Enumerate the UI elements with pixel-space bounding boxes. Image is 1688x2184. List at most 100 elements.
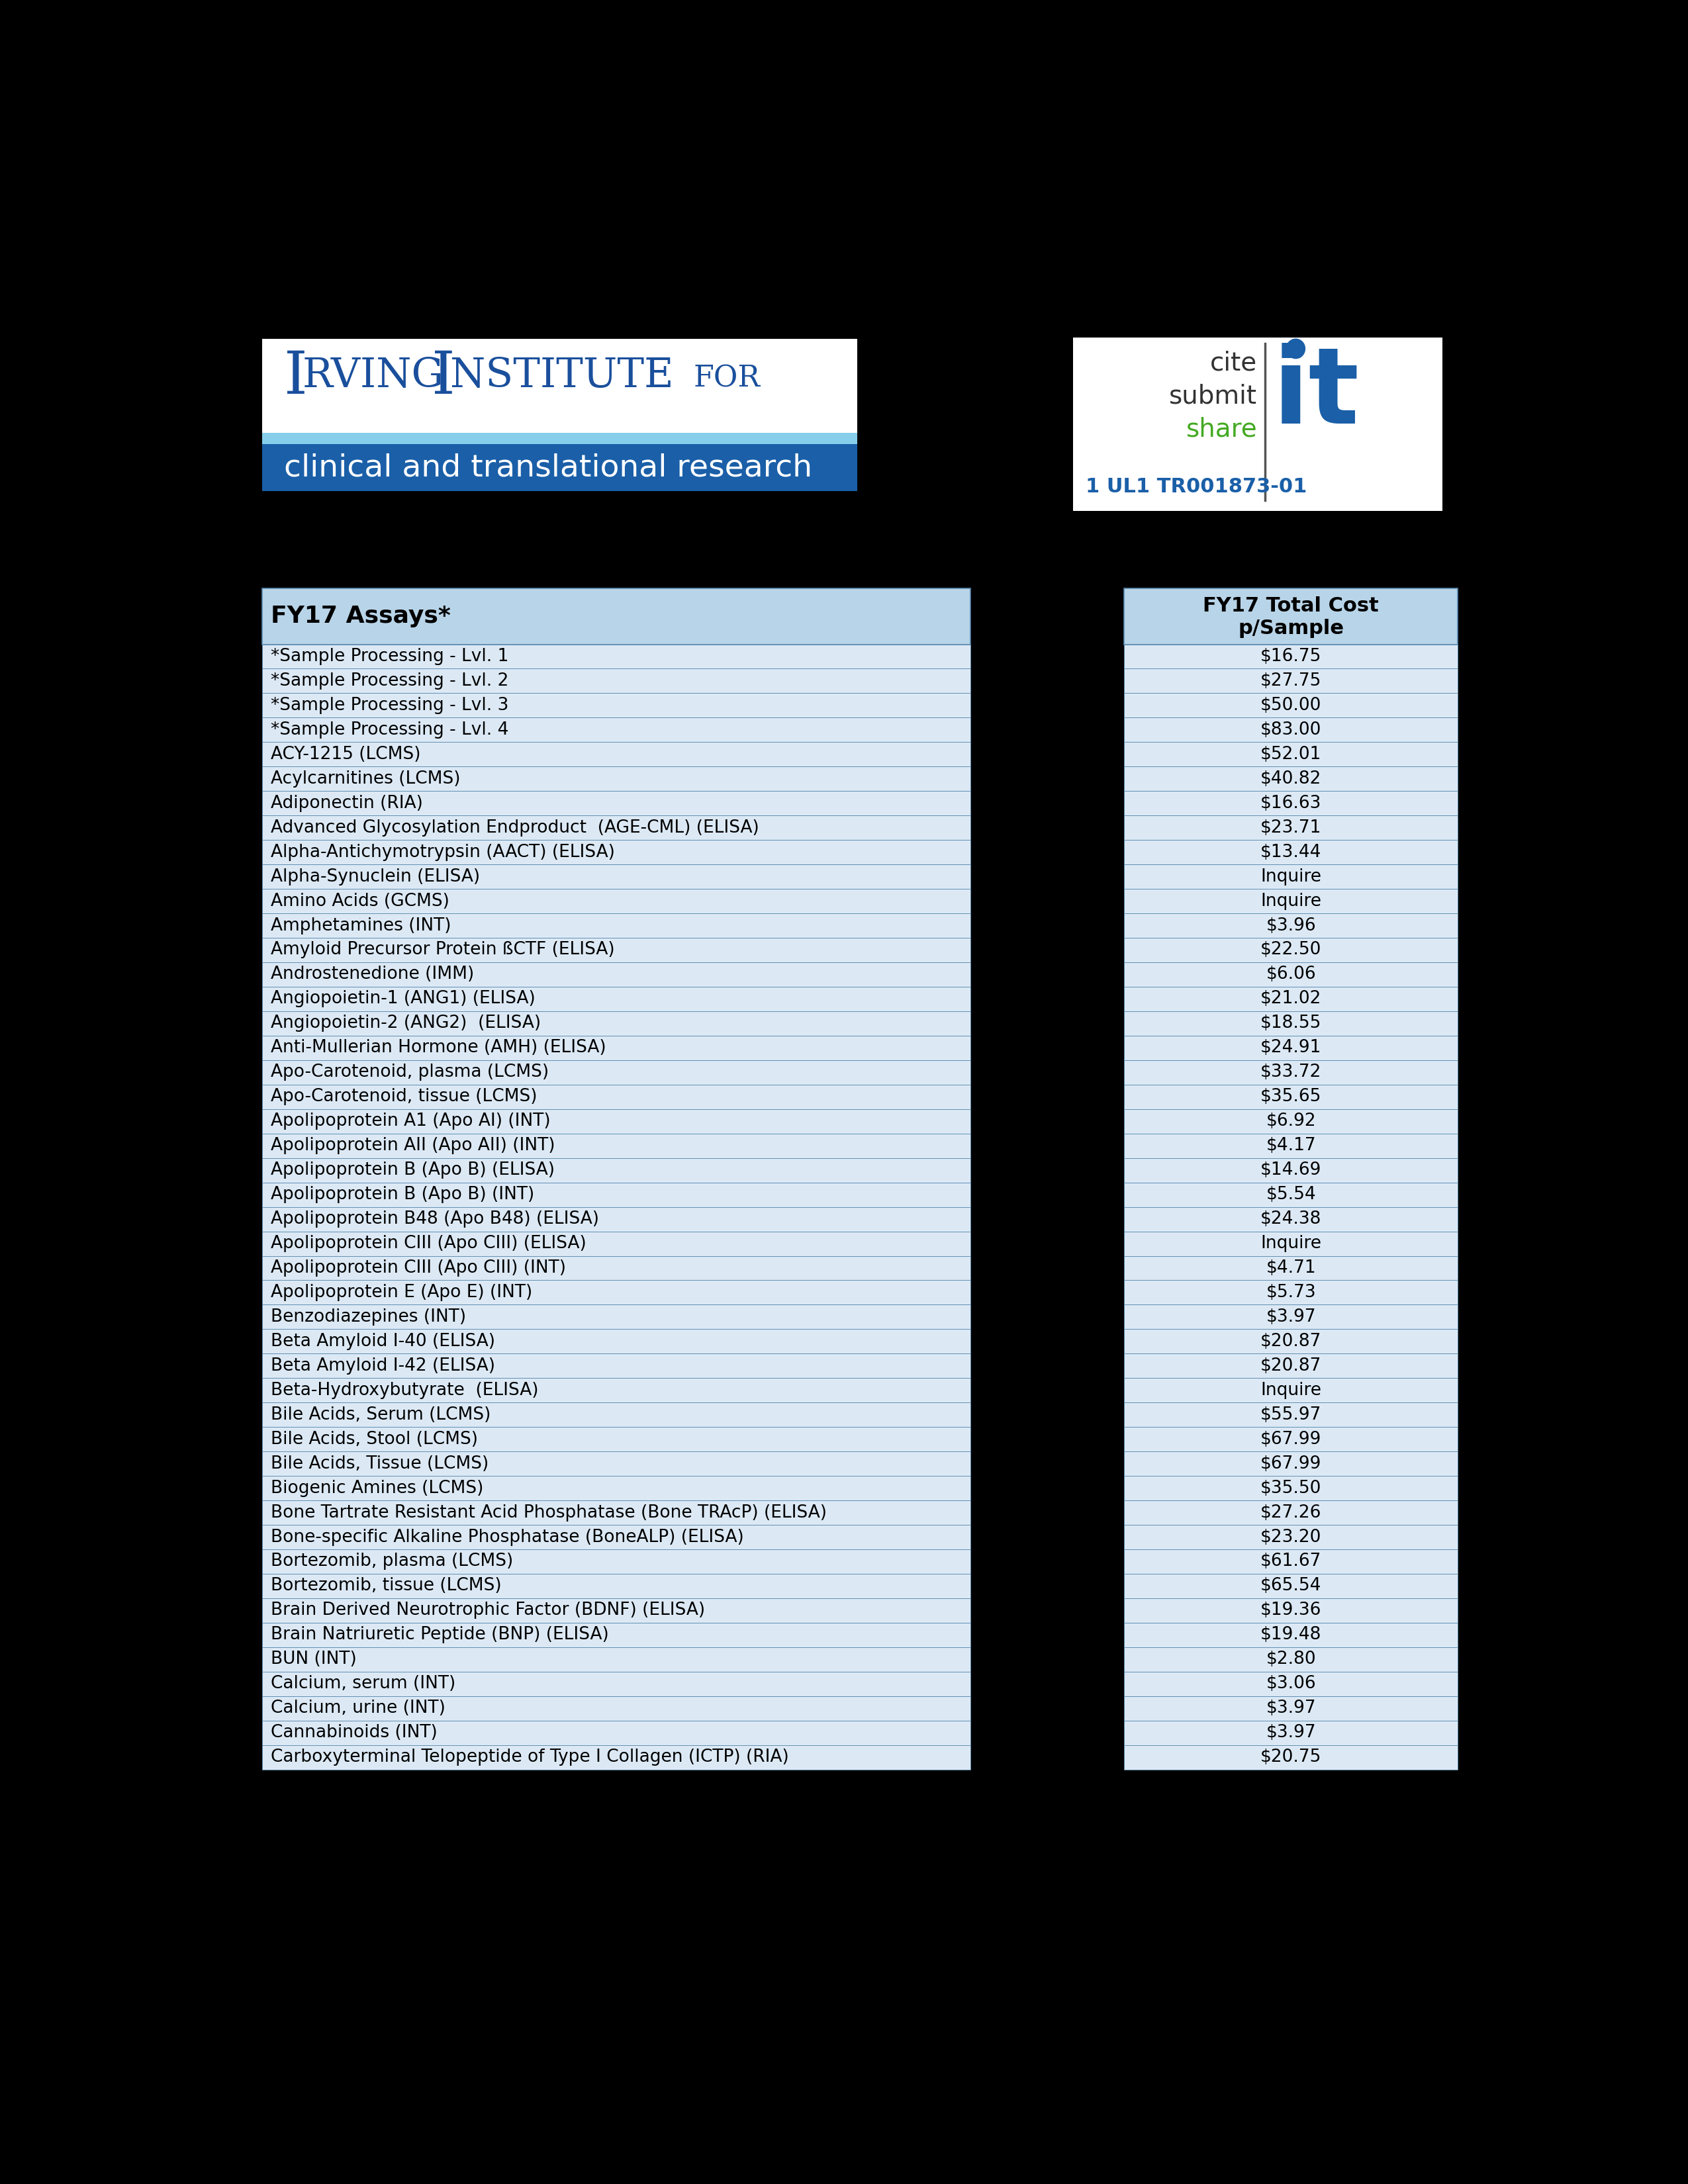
Text: $65.54: $65.54 [1261, 1577, 1322, 1594]
Bar [1124, 1208, 1458, 1232]
Text: NSTITUTE: NSTITUTE [451, 356, 674, 395]
Bar [1124, 963, 1458, 987]
Text: Amphetamines (INT): Amphetamines (INT) [270, 917, 451, 935]
Bar [262, 1697, 971, 1721]
Text: $14.69: $14.69 [1261, 1162, 1322, 1179]
Text: Adiponectin (RIA): Adiponectin (RIA) [270, 795, 422, 812]
Text: $6.92: $6.92 [1266, 1112, 1317, 1129]
Bar [262, 1745, 971, 1769]
Bar [1124, 1402, 1458, 1426]
Text: Apolipoprotein CIII (Apo CIII) (ELISA): Apolipoprotein CIII (Apo CIII) (ELISA) [270, 1234, 586, 1251]
Text: Inquire: Inquire [1261, 1382, 1322, 1400]
Bar [262, 1500, 971, 1524]
Text: Apolipoprotein E (Apo E) (INT): Apolipoprotein E (Apo E) (INT) [270, 1284, 532, 1302]
Bar [262, 937, 971, 963]
Bar [1124, 937, 1458, 963]
Bar [1124, 791, 1458, 815]
Text: Apolipoprotein B (Apo B) (ELISA): Apolipoprotein B (Apo B) (ELISA) [270, 1162, 554, 1179]
Text: Bile Acids, Stool (LCMS): Bile Acids, Stool (LCMS) [270, 1431, 478, 1448]
Text: $50.00: $50.00 [1261, 697, 1322, 714]
Bar [262, 1182, 971, 1208]
Bar [262, 1647, 971, 1671]
Bar [1124, 1354, 1458, 1378]
Bar [1124, 743, 1458, 767]
Bar [262, 1402, 971, 1426]
Bar [1124, 1575, 1458, 1599]
Text: Alpha-Antichymotrypsin (AACT) (ELISA): Alpha-Antichymotrypsin (AACT) (ELISA) [270, 843, 614, 860]
Bar [1124, 719, 1458, 743]
Bar [1124, 913, 1458, 937]
Text: FOR: FOR [694, 365, 760, 393]
Text: $33.72: $33.72 [1261, 1064, 1322, 1081]
Text: Beta Amyloid I-42 (ELISA): Beta Amyloid I-42 (ELISA) [270, 1356, 495, 1374]
Bar [262, 815, 971, 841]
Text: Brain Derived Neurotrophic Factor (BDNF) (ELISA): Brain Derived Neurotrophic Factor (BDNF)… [270, 1601, 706, 1618]
Bar [262, 719, 971, 743]
Text: Apo-Carotenoid, plasma (LCMS): Apo-Carotenoid, plasma (LCMS) [270, 1064, 549, 1081]
Text: Apolipoprotein CIII (Apo CIII) (INT): Apolipoprotein CIII (Apo CIII) (INT) [270, 1260, 565, 1278]
Text: $20.87: $20.87 [1261, 1332, 1322, 1350]
Text: FY17 Assays*: FY17 Assays* [270, 605, 451, 627]
Text: Benzodiazepines (INT): Benzodiazepines (INT) [270, 1308, 466, 1326]
Text: $35.50: $35.50 [1261, 1479, 1322, 1496]
Text: Bile Acids, Serum (LCMS): Bile Acids, Serum (LCMS) [270, 1406, 491, 1424]
Text: Beta-Hydroxybutyrate  (ELISA): Beta-Hydroxybutyrate (ELISA) [270, 1382, 538, 1400]
Text: $2.80: $2.80 [1266, 1651, 1317, 1669]
Text: Apo-Carotenoid, tissue (LCMS): Apo-Carotenoid, tissue (LCMS) [270, 1088, 537, 1105]
Text: $18.55: $18.55 [1261, 1016, 1322, 1033]
Text: *Sample Processing - Lvl. 3: *Sample Processing - Lvl. 3 [270, 697, 508, 714]
Bar [262, 1035, 971, 1059]
Bar [262, 963, 971, 987]
Text: $19.36: $19.36 [1261, 1601, 1322, 1618]
Text: $52.01: $52.01 [1261, 745, 1322, 762]
Text: $3.97: $3.97 [1266, 1699, 1317, 1717]
Text: $3.96: $3.96 [1266, 917, 1317, 935]
Text: Apolipoprotein B (Apo B) (INT): Apolipoprotein B (Apo B) (INT) [270, 1186, 533, 1203]
Text: Amyloid Precursor Protein ßCTF (ELISA): Amyloid Precursor Protein ßCTF (ELISA) [270, 941, 614, 959]
Bar [262, 1524, 971, 1548]
Bar [262, 692, 971, 719]
Text: Androstenedione (IMM): Androstenedione (IMM) [270, 965, 474, 983]
Text: Bone-specific Alkaline Phosphatase (BoneALP) (ELISA): Bone-specific Alkaline Phosphatase (Bone… [270, 1529, 744, 1546]
Bar [262, 432, 858, 443]
Bar [262, 587, 971, 644]
Bar [262, 841, 971, 865]
Text: Carboxyterminal Telopeptide of Type I Collagen (ICTP) (RIA): Carboxyterminal Telopeptide of Type I Co… [270, 1749, 788, 1767]
Text: RVING: RVING [302, 356, 444, 395]
Bar [1124, 815, 1458, 841]
Text: Apolipoprotein AII (Apo AII) (INT): Apolipoprotein AII (Apo AII) (INT) [270, 1138, 555, 1155]
Text: clinical and translational research: clinical and translational research [284, 452, 812, 483]
Text: $13.44: $13.44 [1261, 843, 1322, 860]
Bar [1124, 1599, 1458, 1623]
Text: $67.99: $67.99 [1261, 1431, 1322, 1448]
Bar [262, 1354, 971, 1378]
Bar [1124, 1182, 1458, 1208]
Text: $24.38: $24.38 [1261, 1210, 1322, 1227]
Text: $3.06: $3.06 [1266, 1675, 1317, 1693]
Text: Inquire: Inquire [1261, 1234, 1322, 1251]
Bar [1124, 841, 1458, 865]
Bar [262, 1109, 971, 1133]
Text: submit: submit [1170, 384, 1258, 408]
Text: Brain Natriuretic Peptide (BNP) (ELISA): Brain Natriuretic Peptide (BNP) (ELISA) [270, 1627, 609, 1645]
Text: $61.67: $61.67 [1261, 1553, 1322, 1570]
Bar [1124, 1671, 1458, 1697]
Bar [1124, 1304, 1458, 1330]
Text: $16.75: $16.75 [1261, 649, 1322, 666]
Bar [262, 1304, 971, 1330]
Text: BUN (INT): BUN (INT) [270, 1651, 356, 1669]
Bar [262, 1059, 971, 1085]
Text: $21.02: $21.02 [1261, 989, 1322, 1007]
Text: Apolipoprotein A1 (Apo AI) (INT): Apolipoprotein A1 (Apo AI) (INT) [270, 1112, 550, 1129]
Bar [1124, 1330, 1458, 1354]
Text: *Sample Processing - Lvl. 2: *Sample Processing - Lvl. 2 [270, 673, 508, 690]
Bar [262, 791, 971, 815]
Bar [262, 339, 858, 432]
Bar [1124, 1500, 1458, 1524]
Bar [262, 668, 971, 692]
Text: I: I [432, 349, 456, 406]
Text: Angiopoietin-2 (ANG2)  (ELISA): Angiopoietin-2 (ANG2) (ELISA) [270, 1016, 540, 1033]
Bar [1124, 668, 1458, 692]
Text: Amino Acids (GCMS): Amino Acids (GCMS) [270, 893, 449, 911]
Bar [1124, 1133, 1458, 1158]
